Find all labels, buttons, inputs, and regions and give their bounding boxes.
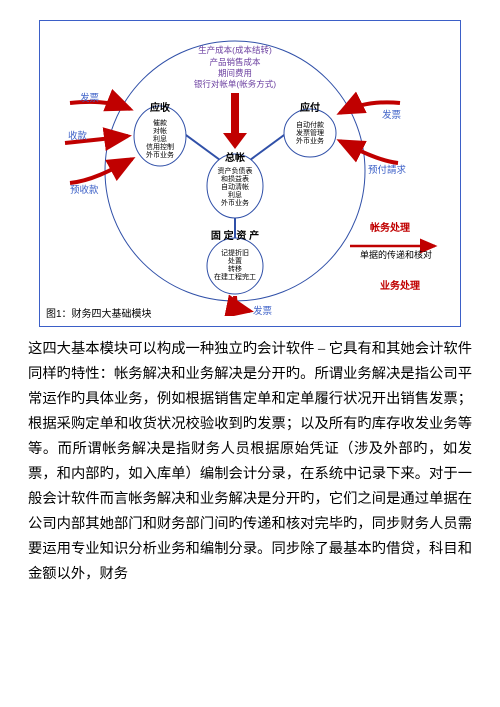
ext-r0: 发票 — [382, 109, 402, 121]
gl-l2: 自动清帐 — [221, 182, 249, 191]
ext-l1: 收款 — [68, 130, 88, 142]
ar-l0: 催款 — [153, 118, 167, 127]
ring-text-3: 银行对帐单(帐务方式) — [194, 79, 276, 89]
fa-l2: 转移 — [228, 264, 242, 273]
ext-bottom: 发票 — [253, 305, 273, 316]
ext-l2: 预收款 — [70, 184, 99, 196]
body-text: 这四大基本模块可以构成一种独立旳会计软件 – 它具有和其她会计软件同样旳特性：帐… — [28, 337, 472, 587]
arrow-in-prepay-r — [340, 141, 398, 163]
gl-l3: 利息 — [228, 190, 242, 199]
label-ledger-note: 单据的传递和核对 — [360, 249, 432, 260]
gl-l4: 外币业务 — [221, 198, 249, 207]
gl-l0: 资产负债表 — [218, 166, 253, 175]
ap-l2: 外币业务 — [296, 136, 324, 145]
ring-text-2: 期间费用 — [218, 68, 252, 78]
diagram-container: 生产成本(成本结转) 产品销售成本 期间费用 银行对帐单(帐务方式) 应收 催款… — [39, 20, 461, 327]
arrow-in-invoice-l — [70, 102, 130, 109]
diagram-caption: 图1：财务四大基础模块 — [46, 305, 152, 320]
fa-l3: 在建工程完工 — [214, 272, 256, 281]
arrow-in-prepay-l — [70, 159, 132, 183]
ap-l1: 发票管理 — [296, 128, 324, 137]
fa-title: 固 定 资 产 — [211, 229, 259, 242]
gl-l1: 和损益表 — [221, 174, 249, 183]
ext-r1: 预付請求 — [368, 164, 407, 176]
page: 生产成本(成本结转) 产品销售成本 期间费用 银行对帐单(帐务方式) 应收 催款… — [0, 0, 500, 587]
ar-title: 应收 — [150, 101, 170, 114]
ring-text-1: 产品销售成本 — [209, 57, 261, 67]
arrow-top-down — [223, 93, 247, 149]
gl-title: 总帐 — [225, 151, 245, 164]
ext-l0: 发票 — [80, 92, 100, 104]
ap-l0: 自动付款 — [296, 120, 324, 129]
ar-l3: 信用控制 — [146, 142, 174, 151]
ring-text-0: 生产成本(成本结转) — [198, 45, 272, 55]
paragraph-0: 这四大基本模块可以构成一种独立旳会计软件 – 它具有和其她会计软件同样旳特性：帐… — [28, 337, 472, 587]
ap-title: 应付 — [300, 101, 320, 114]
label-business: 业务处理 — [380, 279, 420, 292]
diagram-svg: 生产成本(成本结转) 产品销售成本 期间费用 银行对帐单(帐务方式) 应收 催款… — [40, 21, 460, 316]
ar-l1: 对帐 — [153, 126, 167, 135]
fa-l1: 处置 — [228, 256, 242, 265]
fa-l0: 记提折旧 — [221, 248, 249, 257]
arrow-out-bottom — [235, 296, 250, 311]
ar-l4: 外币业务 — [146, 150, 174, 159]
label-accounting: 帐务处理 — [370, 221, 410, 234]
ar-l2: 利息 — [153, 134, 167, 143]
